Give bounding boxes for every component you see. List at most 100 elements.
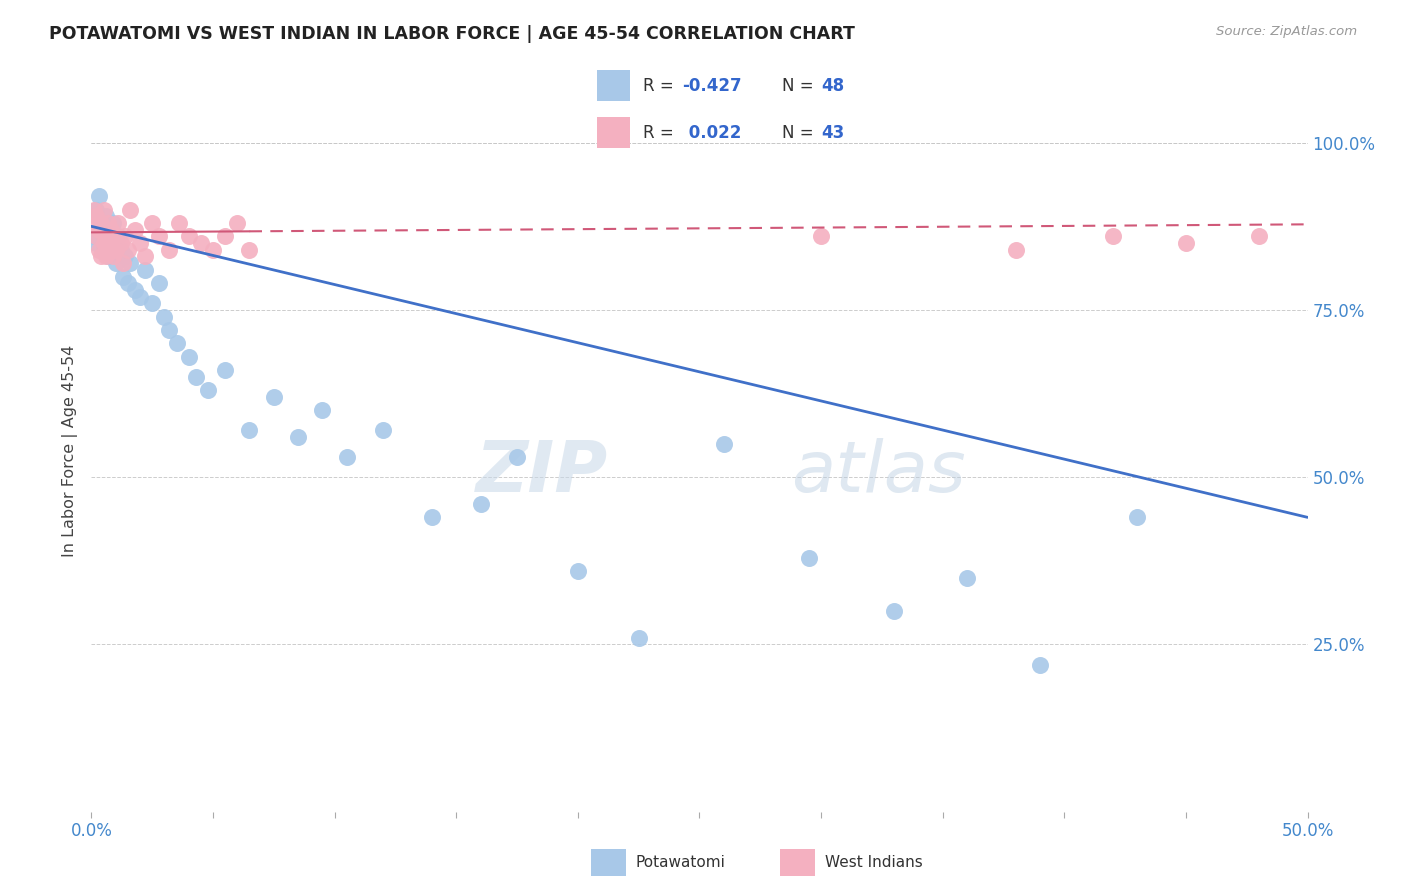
- Point: [97, 216, 120, 230]
- Point: [1126, 510, 1149, 524]
- Point: [117, 243, 139, 257]
- Point: [84, 202, 107, 217]
- Point: [148, 277, 170, 291]
- Point: [1029, 657, 1052, 672]
- Point: [214, 229, 236, 244]
- Point: [420, 510, 443, 524]
- Point: [238, 243, 260, 257]
- Point: [238, 424, 260, 438]
- Text: 43: 43: [821, 124, 845, 142]
- Point: [111, 256, 134, 270]
- Text: 48: 48: [821, 77, 845, 95]
- Point: [93, 236, 115, 251]
- Point: [177, 350, 200, 364]
- Point: [94, 229, 117, 244]
- Text: ZIP: ZIP: [477, 438, 609, 507]
- Point: [197, 384, 219, 398]
- Point: [97, 250, 120, 264]
- Point: [117, 277, 139, 291]
- Point: [184, 369, 207, 384]
- Point: [1102, 229, 1125, 244]
- Point: [226, 216, 249, 230]
- Text: R =: R =: [643, 77, 679, 95]
- Point: [177, 229, 200, 244]
- Point: [94, 250, 117, 264]
- Point: [797, 550, 820, 565]
- Point: [166, 336, 188, 351]
- Point: [311, 403, 333, 417]
- Point: [97, 223, 120, 237]
- Text: N =: N =: [782, 77, 818, 95]
- Point: [141, 216, 163, 230]
- Point: [148, 229, 170, 244]
- Text: West Indians: West Indians: [825, 855, 924, 870]
- Point: [506, 450, 529, 465]
- Text: Source: ZipAtlas.com: Source: ZipAtlas.com: [1216, 25, 1357, 38]
- Point: [87, 223, 110, 237]
- Point: [373, 424, 395, 438]
- Point: [202, 243, 225, 257]
- Point: [134, 263, 156, 277]
- Point: [1004, 243, 1026, 257]
- Point: [104, 256, 127, 270]
- Point: [114, 250, 136, 264]
- Point: [883, 604, 905, 618]
- Point: [100, 236, 122, 251]
- Point: [100, 223, 122, 237]
- Point: [110, 243, 132, 257]
- Point: [87, 243, 110, 257]
- Point: [90, 216, 112, 230]
- Point: [470, 497, 492, 511]
- Point: [83, 202, 105, 217]
- Point: [100, 236, 122, 251]
- Point: [713, 436, 735, 450]
- Point: [84, 210, 107, 224]
- Point: [93, 229, 115, 244]
- Point: [114, 229, 136, 244]
- Text: POTAWATOMI VS WEST INDIAN IN LABOR FORCE | AGE 45-54 CORRELATION CHART: POTAWATOMI VS WEST INDIAN IN LABOR FORCE…: [49, 25, 855, 43]
- Point: [120, 256, 142, 270]
- Point: [90, 216, 112, 230]
- Bar: [596, 70, 630, 101]
- Point: [107, 229, 129, 244]
- Point: [90, 250, 112, 264]
- Text: R =: R =: [643, 124, 679, 142]
- Point: [104, 243, 127, 257]
- Point: [336, 450, 359, 465]
- Text: atlas: atlas: [790, 438, 966, 507]
- Point: [214, 363, 236, 377]
- Point: [97, 243, 120, 257]
- Point: [124, 283, 146, 297]
- Point: [627, 631, 650, 645]
- Point: [103, 250, 125, 264]
- Point: [810, 229, 832, 244]
- Point: [263, 390, 285, 404]
- Point: [287, 430, 309, 444]
- Text: N =: N =: [782, 124, 818, 142]
- Text: Potawatomi: Potawatomi: [636, 855, 725, 870]
- Point: [1175, 236, 1198, 251]
- Text: 0.022: 0.022: [683, 124, 741, 142]
- Point: [129, 289, 152, 303]
- Point: [103, 229, 125, 244]
- Y-axis label: In Labor Force | Age 45-54: In Labor Force | Age 45-54: [62, 344, 79, 557]
- Point: [103, 216, 125, 230]
- Point: [190, 236, 212, 251]
- Point: [120, 202, 142, 217]
- Point: [93, 202, 115, 217]
- Point: [84, 229, 107, 244]
- Point: [167, 216, 190, 230]
- Point: [157, 243, 180, 257]
- Point: [87, 189, 110, 203]
- Point: [84, 236, 107, 251]
- Point: [567, 564, 589, 578]
- Point: [141, 296, 163, 310]
- Point: [107, 216, 129, 230]
- Point: [110, 236, 132, 251]
- Point: [956, 571, 979, 585]
- Point: [129, 236, 152, 251]
- Point: [1247, 229, 1270, 244]
- Point: [111, 269, 134, 284]
- Bar: [596, 118, 630, 148]
- Point: [83, 229, 105, 244]
